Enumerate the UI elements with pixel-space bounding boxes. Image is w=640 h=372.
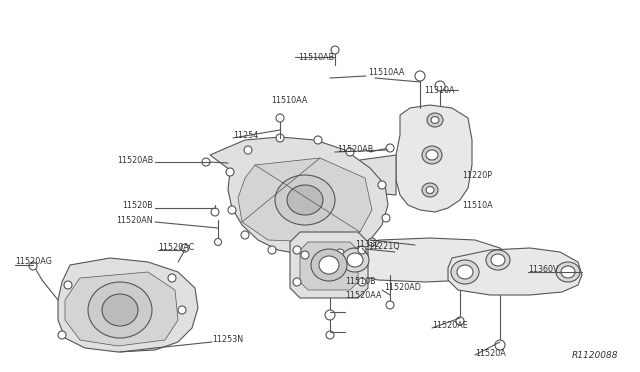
Ellipse shape [561, 266, 575, 278]
Text: 11520AD: 11520AD [384, 283, 421, 292]
Circle shape [211, 208, 219, 216]
Text: R1120088: R1120088 [572, 350, 618, 359]
Polygon shape [340, 238, 510, 282]
Text: 11510AA: 11510AA [271, 96, 308, 105]
Text: 11220P: 11220P [462, 170, 492, 180]
Ellipse shape [422, 183, 438, 197]
Ellipse shape [486, 250, 510, 270]
Circle shape [346, 148, 354, 156]
Text: 11510A: 11510A [462, 201, 493, 209]
Ellipse shape [451, 260, 479, 284]
Ellipse shape [427, 113, 443, 127]
Text: 11360V: 11360V [528, 266, 559, 275]
Text: 11254: 11254 [233, 131, 259, 140]
Text: 11332: 11332 [355, 240, 380, 248]
Circle shape [301, 251, 309, 259]
Ellipse shape [431, 116, 439, 124]
Polygon shape [355, 155, 396, 195]
Text: 11520B: 11520B [122, 201, 153, 209]
Circle shape [178, 306, 186, 314]
Ellipse shape [275, 175, 335, 225]
Ellipse shape [102, 294, 138, 326]
Polygon shape [210, 137, 388, 255]
Circle shape [241, 231, 249, 239]
Text: 11510AB: 11510AB [298, 52, 334, 61]
Text: 11221Q: 11221Q [368, 241, 399, 250]
Circle shape [382, 214, 390, 222]
Ellipse shape [556, 262, 580, 282]
Circle shape [386, 301, 394, 309]
Circle shape [435, 81, 445, 91]
Circle shape [326, 331, 334, 339]
Text: 11520AC: 11520AC [158, 243, 195, 251]
Circle shape [58, 331, 66, 339]
Text: 11253N: 11253N [212, 336, 243, 344]
Circle shape [386, 144, 394, 152]
Circle shape [276, 134, 284, 142]
Circle shape [268, 246, 276, 254]
Text: 11520AE: 11520AE [432, 321, 468, 330]
Circle shape [358, 278, 366, 286]
Text: 11520AN: 11520AN [116, 215, 153, 224]
Circle shape [214, 238, 221, 246]
Circle shape [168, 274, 176, 282]
Text: 11520AB: 11520AB [116, 155, 153, 164]
Circle shape [358, 246, 366, 254]
Text: 11520AG: 11520AG [15, 257, 52, 266]
Ellipse shape [426, 186, 434, 193]
Circle shape [368, 238, 376, 246]
Ellipse shape [311, 249, 347, 281]
Circle shape [244, 146, 252, 154]
Text: 11510AA: 11510AA [368, 67, 404, 77]
Circle shape [64, 281, 72, 289]
Text: 11510B: 11510B [345, 278, 376, 286]
Ellipse shape [457, 265, 473, 279]
Circle shape [202, 158, 210, 166]
Ellipse shape [491, 254, 505, 266]
Circle shape [226, 168, 234, 176]
Circle shape [331, 46, 339, 54]
Ellipse shape [88, 282, 152, 338]
Ellipse shape [347, 253, 363, 267]
Ellipse shape [287, 185, 323, 215]
Polygon shape [65, 272, 178, 346]
Ellipse shape [319, 256, 339, 274]
Circle shape [456, 317, 464, 325]
Circle shape [29, 262, 37, 270]
Polygon shape [300, 242, 358, 290]
Text: 11310A: 11310A [424, 86, 454, 94]
Text: 11520AB: 11520AB [337, 144, 373, 154]
Polygon shape [396, 105, 472, 212]
Polygon shape [238, 158, 372, 242]
Circle shape [293, 278, 301, 286]
Circle shape [293, 246, 301, 254]
Text: 11520A: 11520A [475, 349, 506, 357]
Circle shape [276, 114, 284, 122]
Polygon shape [58, 258, 198, 352]
Polygon shape [290, 232, 368, 298]
Ellipse shape [341, 248, 369, 272]
Ellipse shape [422, 146, 442, 164]
Circle shape [228, 206, 236, 214]
Circle shape [336, 249, 344, 257]
Circle shape [415, 71, 425, 81]
Polygon shape [448, 248, 582, 295]
Text: 11520AA: 11520AA [345, 292, 381, 301]
Circle shape [495, 340, 505, 350]
Circle shape [325, 310, 335, 320]
Circle shape [181, 244, 189, 252]
Circle shape [314, 136, 322, 144]
Circle shape [378, 181, 386, 189]
Ellipse shape [426, 150, 438, 160]
